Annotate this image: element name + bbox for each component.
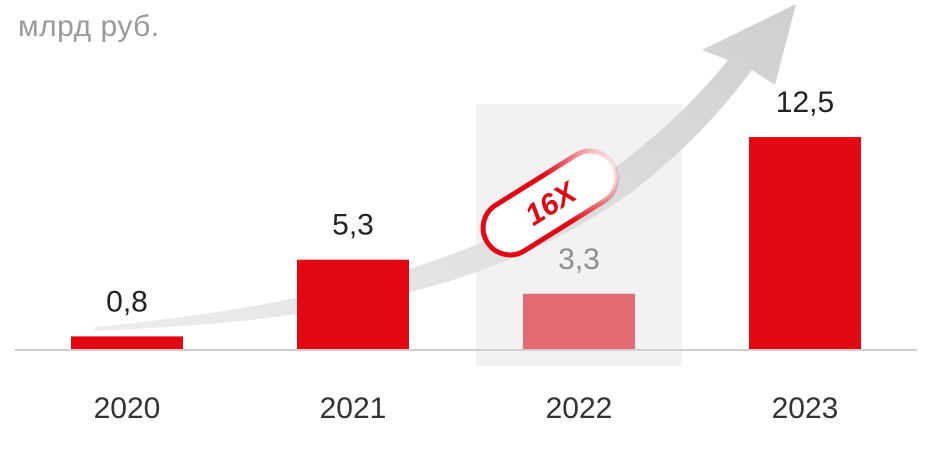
year-label-2021: 2021 xyxy=(320,392,387,425)
bars-layer: 0,8 2020 5,3 2021 3,3 2022 12,5 2023 xyxy=(71,86,861,425)
year-label-2020: 2020 xyxy=(94,392,161,425)
unit-label: млрд руб. xyxy=(18,10,160,43)
value-label-2023: 12,5 xyxy=(776,86,834,119)
bar-2022 xyxy=(523,293,635,350)
growth-arrow xyxy=(95,4,796,331)
value-label-2020: 0,8 xyxy=(106,285,148,318)
multiplier-badge: 16X xyxy=(480,148,620,258)
value-label-2021: 5,3 xyxy=(332,209,374,242)
multiplier-badge-outline xyxy=(480,148,620,258)
year-label-2022: 2022 xyxy=(546,392,613,425)
year-label-2023: 2023 xyxy=(772,392,839,425)
bar-2023 xyxy=(749,137,861,350)
bar-2021 xyxy=(297,259,409,350)
value-label-2022: 3,3 xyxy=(558,243,600,276)
bar-2020 xyxy=(71,336,183,350)
